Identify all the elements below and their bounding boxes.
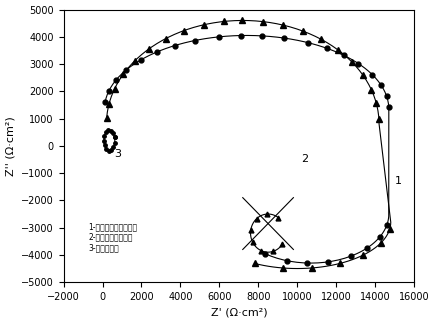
Text: 1-电解液中添加镆酸镐
2-电解液中无镆酸镐
3-镁合金基体: 1-电解液中添加镆酸镐 2-电解液中无镆酸镐 3-镁合金基体 (88, 222, 137, 252)
Text: 1: 1 (394, 176, 401, 186)
Text: 2: 2 (300, 154, 308, 164)
Y-axis label: Z'' (Ω·cm²): Z'' (Ω·cm²) (6, 116, 16, 176)
X-axis label: Z' (Ω·cm²): Z' (Ω·cm²) (210, 307, 266, 318)
Text: 3: 3 (114, 149, 121, 159)
